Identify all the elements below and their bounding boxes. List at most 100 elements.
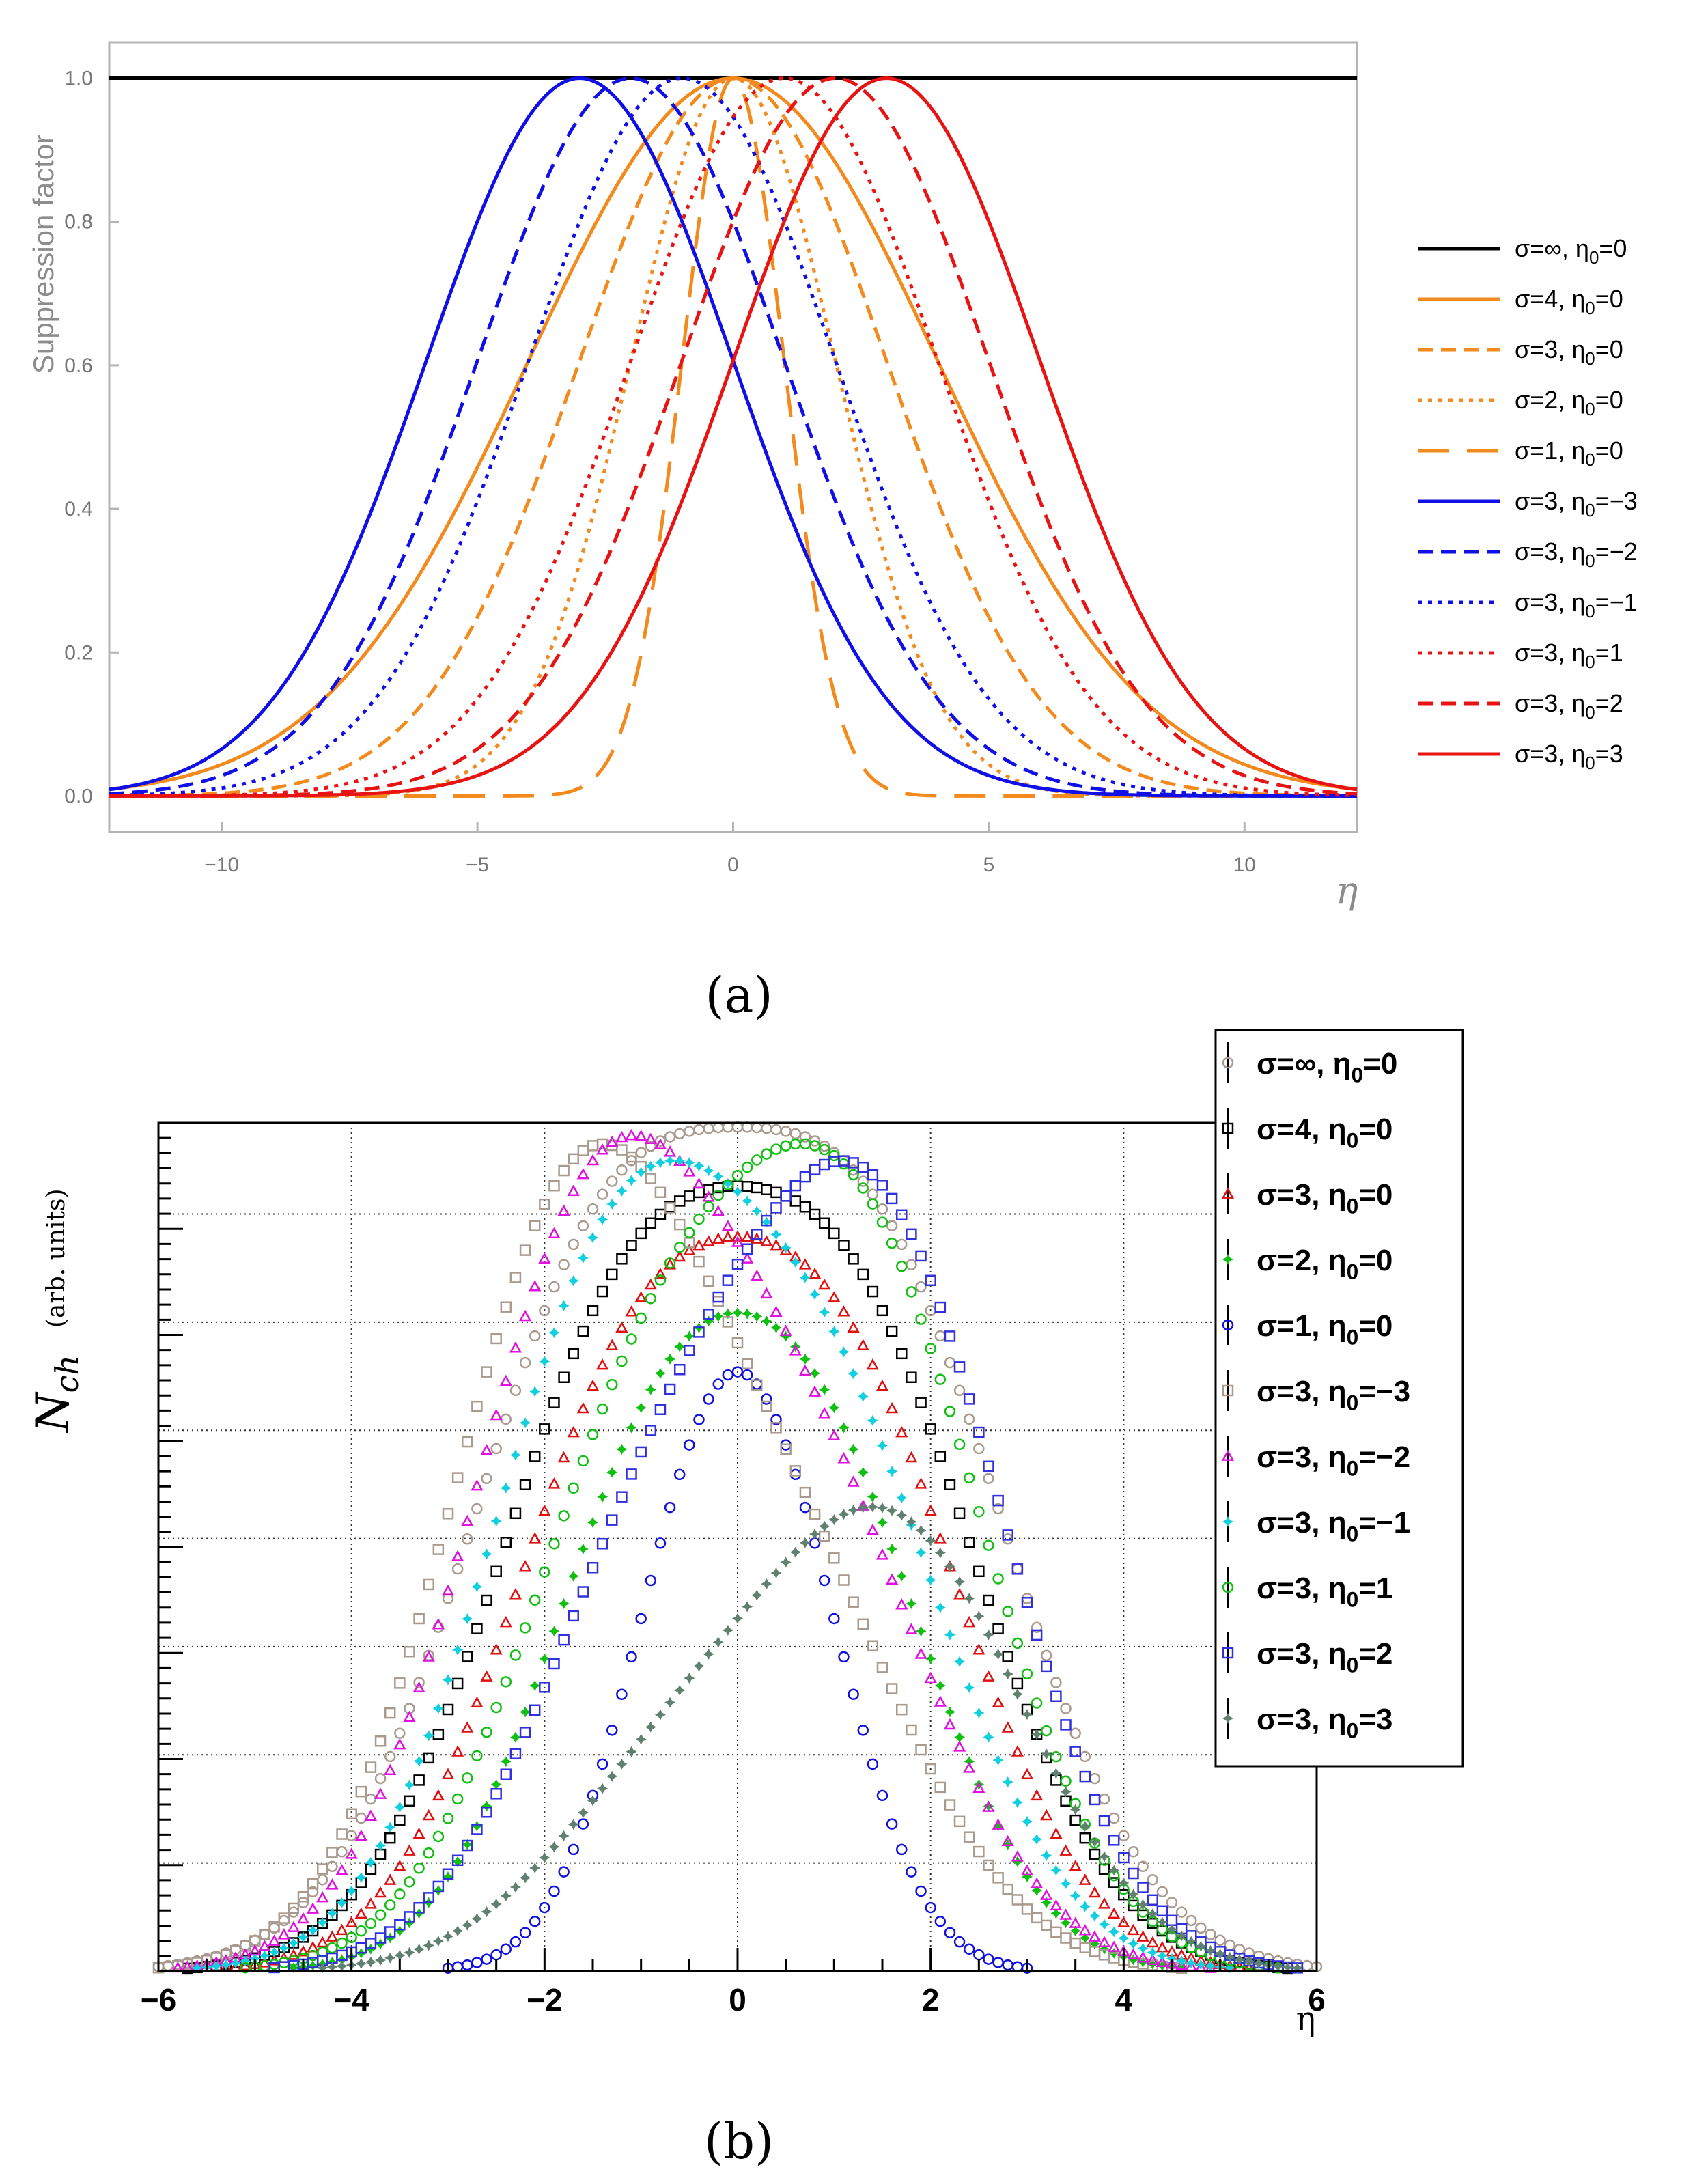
data-point	[451, 1472, 464, 1483]
data-point	[1128, 1938, 1139, 1949]
data-point	[731, 1366, 744, 1378]
data-point	[905, 1623, 918, 1634]
data-point	[673, 1241, 686, 1253]
data-point	[587, 1203, 599, 1215]
data-point	[828, 1613, 840, 1625]
data-point	[1224, 1939, 1236, 1951]
data-point	[577, 1455, 589, 1467]
data-point	[876, 1440, 888, 1451]
data-point	[345, 1916, 358, 1927]
data-point	[751, 1205, 763, 1217]
data-point	[500, 1890, 512, 1901]
data-point	[1222, 1384, 1234, 1397]
data-point	[432, 1830, 445, 1843]
data-point	[635, 1227, 647, 1240]
data-point	[587, 1517, 599, 1529]
data-point	[838, 1574, 850, 1586]
data-point	[1021, 1871, 1033, 1882]
data-point	[847, 1475, 860, 1487]
data-point	[645, 1292, 657, 1305]
data-point	[634, 1291, 647, 1302]
data-point	[654, 1208, 667, 1220]
x-tick-label: 0	[727, 854, 739, 876]
data-point	[866, 1358, 879, 1370]
data-point	[1224, 1951, 1235, 1963]
data-point	[529, 1704, 541, 1716]
data-point	[857, 1268, 869, 1281]
data-point	[1108, 1926, 1120, 1938]
data-point	[1156, 1905, 1168, 1917]
data-point	[577, 1145, 589, 1156]
data-point	[761, 1184, 772, 1196]
data-point	[789, 1344, 802, 1356]
data-point	[490, 1565, 502, 1578]
data-point	[1137, 1899, 1149, 1910]
data-point	[1222, 1319, 1234, 1331]
data-point	[906, 1286, 917, 1298]
data-point	[867, 1285, 879, 1298]
data-point	[1221, 1449, 1235, 1461]
data-point	[770, 1186, 782, 1199]
data-point	[1118, 1932, 1130, 1944]
data-point	[654, 1267, 667, 1279]
data-point	[780, 1190, 792, 1202]
data-point	[432, 1729, 445, 1740]
data-point	[789, 1128, 802, 1140]
data-point	[712, 1636, 724, 1648]
data-point	[626, 1155, 637, 1167]
data-point	[432, 1880, 445, 1893]
data-point	[413, 1943, 425, 1955]
data-point	[288, 1937, 299, 1949]
data-point	[741, 1121, 753, 1133]
data-point	[838, 1346, 850, 1358]
data-point	[1108, 1812, 1120, 1824]
x-tick-label: −10	[204, 854, 239, 876]
data-point	[944, 1330, 956, 1342]
data-point	[1108, 1907, 1121, 1919]
data-point	[1156, 1886, 1168, 1898]
data-point	[731, 1186, 744, 1197]
data-point	[664, 1257, 676, 1269]
data-point	[780, 1242, 792, 1253]
data-point	[934, 1532, 947, 1544]
data-point	[741, 1252, 754, 1264]
data-point	[316, 1891, 329, 1903]
data-point	[693, 1213, 705, 1225]
data-point	[731, 1613, 744, 1624]
data-point	[789, 1138, 802, 1150]
data-point	[471, 1820, 483, 1832]
data-point	[693, 1660, 705, 1672]
data-point	[317, 1863, 328, 1875]
data-point	[586, 1154, 600, 1166]
data-point	[886, 1192, 898, 1205]
data-point	[1205, 1929, 1216, 1940]
data-point	[297, 1891, 309, 1903]
data-point	[819, 1307, 830, 1318]
data-point	[770, 1422, 782, 1434]
data-point	[1002, 1959, 1013, 1971]
panel-b-plot-frame	[157, 1121, 1318, 1972]
data-point	[1021, 1903, 1033, 1915]
data-point	[539, 1305, 550, 1317]
data-point	[1020, 1768, 1034, 1779]
data-point	[1136, 1930, 1149, 1942]
data-point	[799, 1171, 811, 1183]
data-point	[490, 1788, 502, 1800]
data-point	[394, 1801, 406, 1813]
data-point	[684, 1330, 695, 1342]
data-point	[462, 1613, 473, 1625]
data-point	[626, 1333, 637, 1345]
data-point	[799, 1131, 811, 1143]
data-point	[673, 1218, 686, 1231]
data-point	[789, 1256, 801, 1268]
data-point	[548, 1841, 560, 1853]
data-point	[673, 1468, 686, 1481]
panel-a-plot-frame	[108, 41, 1358, 833]
data-point	[1127, 1948, 1140, 1960]
data-point	[1176, 1955, 1188, 1967]
data-point	[761, 1216, 772, 1228]
data-point	[394, 1727, 406, 1739]
y-tick-label: 0.0	[64, 785, 93, 807]
data-point	[1041, 1850, 1052, 1861]
series-line	[109, 76, 1357, 798]
